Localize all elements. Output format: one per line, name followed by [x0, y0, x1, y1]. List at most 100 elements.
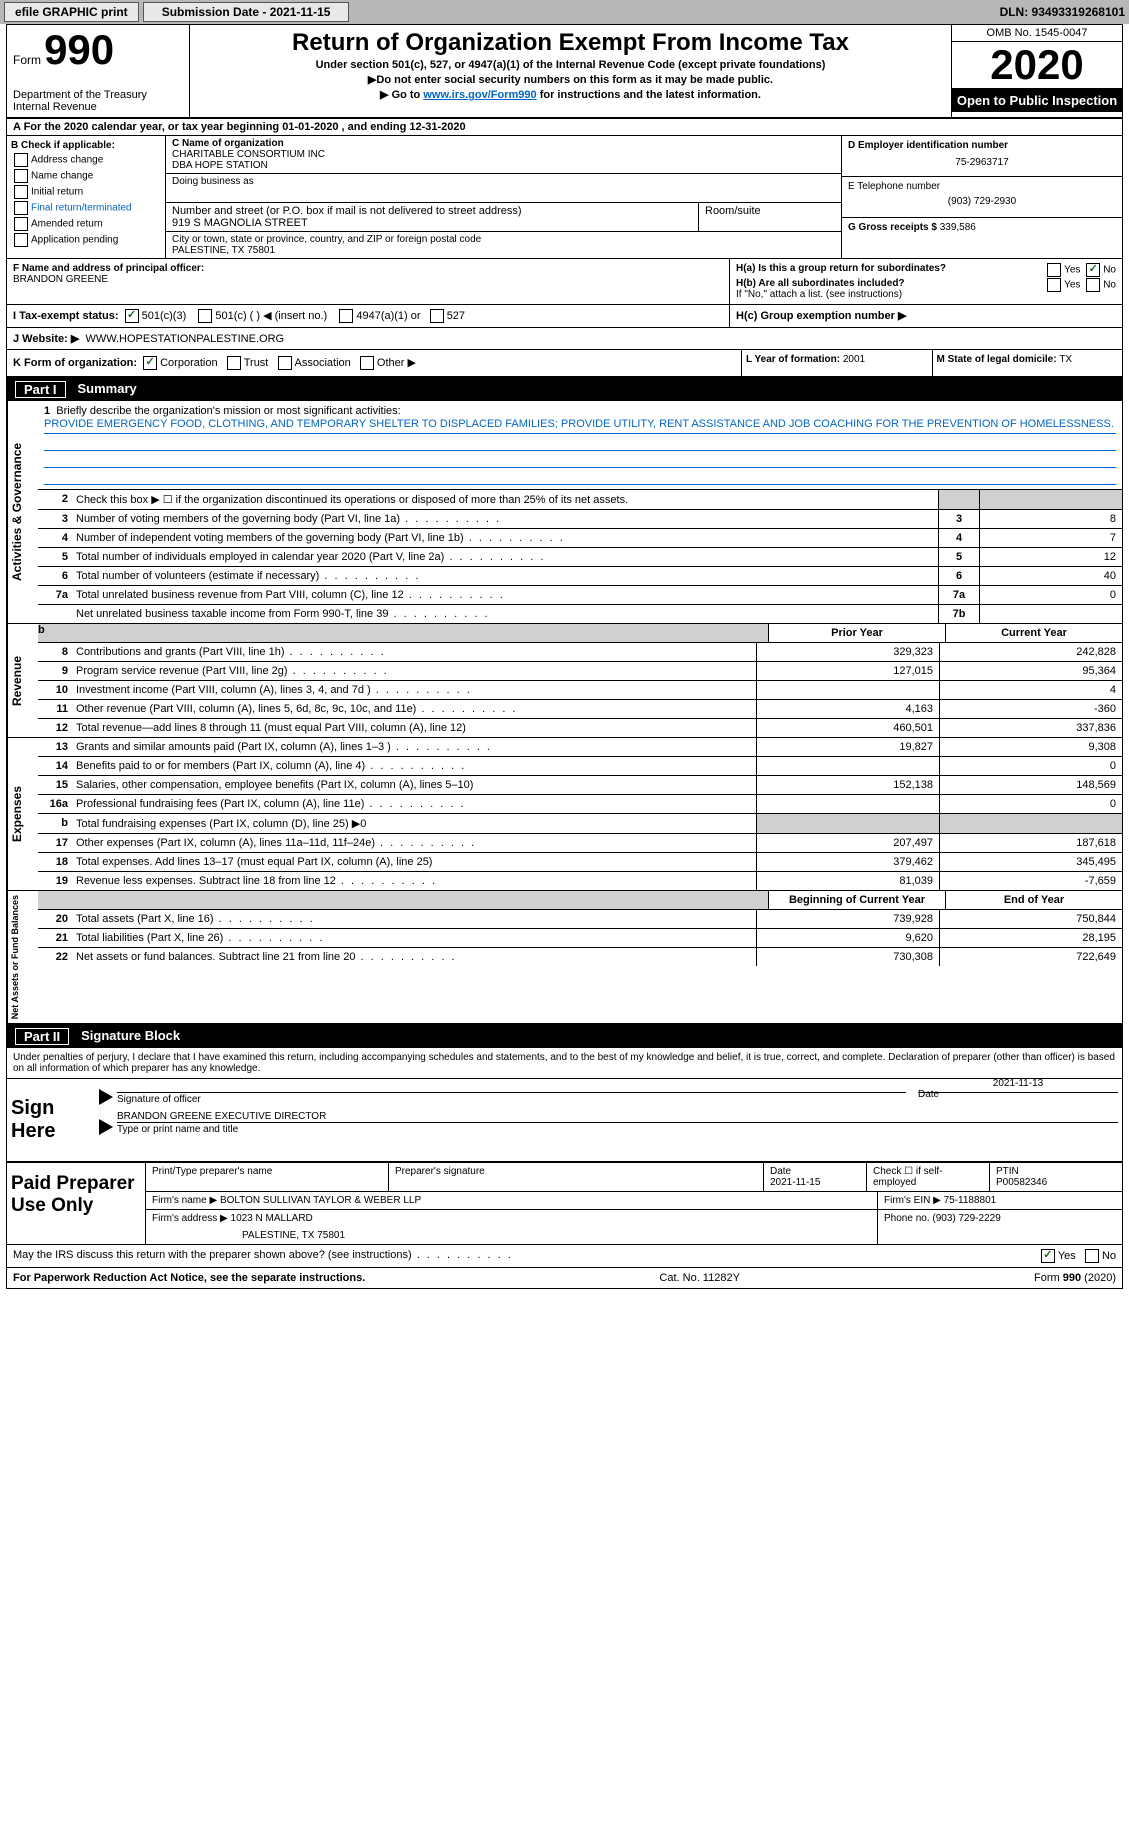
row5-num: 5: [38, 548, 72, 566]
r21-desc: Total liabilities (Part X, line 26): [72, 929, 756, 947]
r20-desc: Total assets (Part X, line 16): [72, 910, 756, 928]
row7b-key: 7b: [938, 605, 979, 623]
r18-prior: 379,462: [756, 853, 939, 871]
org-name-value: CHARITABLE CONSORTIUM INC DBA HOPE STATI…: [172, 149, 835, 171]
domicile-label: M State of legal domicile:: [937, 354, 1060, 365]
hb-no-checkbox[interactable]: [1086, 278, 1100, 292]
form-footer-label: Form 990 (2020): [1034, 1272, 1116, 1284]
row7a-key: 7a: [938, 586, 979, 604]
entity-info-grid: B Check if applicable: Address change Na…: [7, 136, 1122, 259]
501c3-label: 501(c)(3): [142, 310, 187, 322]
discuss-yes-checkbox[interactable]: [1041, 1249, 1055, 1263]
row5-key: 5: [938, 548, 979, 566]
r12-desc: Total revenue—add lines 8 through 11 (mu…: [72, 719, 756, 737]
firm-ein-cell: Firm's EIN ▶ 75-1188801: [878, 1192, 1122, 1209]
r9-desc: Program service revenue (Part VIII, line…: [72, 662, 756, 680]
no-ssn-note: Do not enter social security numbers on …: [196, 73, 945, 86]
ha-yes-checkbox[interactable]: [1047, 263, 1061, 277]
r13-current: 9,308: [939, 738, 1122, 756]
r16a-current: 0: [939, 795, 1122, 813]
initial-return-checkbox[interactable]: [14, 185, 28, 199]
hc-label: H(c) Group exemption number ▶: [736, 310, 906, 322]
r19-prior: 81,039: [756, 872, 939, 890]
r12-current: 337,836: [939, 719, 1122, 737]
form-title-cell: Return of Organization Exempt From Incom…: [190, 25, 951, 117]
discuss-no-checkbox[interactable]: [1085, 1249, 1099, 1263]
begin-year-hdr: Beginning of Current Year: [768, 891, 945, 909]
signature-date-field: 2021-11-13 Date: [918, 1092, 1118, 1105]
4947-label: 4947(a)(1) or: [356, 310, 420, 322]
r17-current: 187,618: [939, 834, 1122, 852]
r16b-prior: [756, 814, 939, 833]
row6-num: 6: [38, 567, 72, 585]
r21-begin: 9,620: [756, 929, 939, 947]
ha-yes-label: Yes: [1064, 265, 1080, 276]
ha-no-checkbox[interactable]: [1086, 263, 1100, 277]
r13-desc: Grants and similar amounts paid (Part IX…: [72, 738, 756, 756]
527-checkbox[interactable]: [430, 309, 444, 323]
r15-desc: Salaries, other compensation, employee b…: [72, 776, 756, 794]
amended-return-label: Amended return: [31, 219, 103, 230]
r19-current: -7,659: [939, 872, 1122, 890]
firm-phone-cell: Phone no. (903) 729-2229: [878, 1210, 1122, 1244]
trust-checkbox[interactable]: [227, 356, 241, 370]
colb-title: B Check if applicable:: [11, 140, 161, 151]
firm-address-cell: Firm's address ▶ 1023 N MALLARD PALESTIN…: [146, 1210, 878, 1244]
self-employed-cell: Check ☐ if self-employed: [867, 1163, 990, 1191]
mission-blank-1: [44, 434, 1116, 451]
website-value: WWW.HOPESTATIONPALESTINE.ORG: [85, 333, 284, 345]
signature-date-label: Date: [918, 1089, 939, 1100]
final-return-checkbox[interactable]: [14, 201, 28, 215]
tax-period-row: A For the 2020 calendar year, or tax yea…: [7, 119, 1122, 136]
perjury-declaration: Under penalties of perjury, I declare th…: [7, 1048, 1122, 1079]
4947-checkbox[interactable]: [339, 309, 353, 323]
q2-desc: Check this box ▶ ☐ if the organization d…: [72, 490, 938, 509]
r10-prior: [756, 681, 939, 699]
name-change-checkbox[interactable]: [14, 169, 28, 183]
gross-receipts-label: G Gross receipts $: [848, 222, 940, 233]
preparer-name-hdr: Print/Type preparer's name: [146, 1163, 389, 1191]
row6-key: 6: [938, 567, 979, 585]
officer-signature-field[interactable]: Signature of officer: [117, 1092, 906, 1105]
address-change-checkbox[interactable]: [14, 153, 28, 167]
row3-key: 3: [938, 510, 979, 528]
r9-n: 9: [38, 662, 72, 680]
application-pending-checkbox[interactable]: [14, 233, 28, 247]
org-info-col: C Name of organization CHARITABLE CONSOR…: [166, 136, 841, 258]
association-checkbox[interactable]: [278, 356, 292, 370]
form-year-cell: OMB No. 1545-0047 2020 Open to Public In…: [951, 25, 1122, 117]
501c3-checkbox[interactable]: [125, 309, 139, 323]
tax-year: 2020: [952, 42, 1122, 89]
corporation-checkbox[interactable]: [143, 356, 157, 370]
form-990-container: Form 990 Department of the Treasury Inte…: [6, 24, 1123, 1289]
r11-current: -360: [939, 700, 1122, 718]
r22-desc: Net assets or fund balances. Subtract li…: [72, 948, 756, 966]
officer-name-title: BRANDON GREENE EXECUTIVE DIRECTOR: [117, 1111, 1118, 1122]
r15-current: 148,569: [939, 776, 1122, 794]
r16b-desc: Total fundraising expenses (Part IX, col…: [72, 814, 756, 833]
efile-print-button[interactable]: efile GRAPHIC print: [4, 2, 139, 22]
prior-year-hdr: Prior Year: [768, 624, 945, 642]
r21-end: 28,195: [939, 929, 1122, 947]
ein-value: 75-2963717: [848, 157, 1116, 168]
501c-checkbox[interactable]: [198, 309, 212, 323]
address-change-label: Address change: [31, 155, 103, 166]
hb-yes-checkbox[interactable]: [1047, 278, 1061, 292]
part1-title: Summary: [78, 381, 137, 398]
irs-link[interactable]: www.irs.gov/Form990: [423, 89, 536, 101]
other-checkbox[interactable]: [360, 356, 374, 370]
dept-treasury-label: Department of the Treasury Internal Reve…: [13, 89, 183, 113]
amended-return-checkbox[interactable]: [14, 217, 28, 231]
hb-yes-label: Yes: [1064, 280, 1080, 291]
r13-prior: 19,827: [756, 738, 939, 756]
officer-group-row: F Name and address of principal officer:…: [7, 259, 1122, 305]
r11-desc: Other revenue (Part VIII, column (A), li…: [72, 700, 756, 718]
name-arrow-icon: [99, 1119, 113, 1135]
row7b-num: [38, 605, 72, 623]
goto-note: Go to www.irs.gov/Form990 for instructio…: [196, 88, 945, 101]
r16b-current: [939, 814, 1122, 833]
r16a-n: 16a: [38, 795, 72, 813]
group-return-cell: H(a) Is this a group return for subordin…: [730, 259, 1122, 304]
goto-post: for instructions and the latest informat…: [540, 89, 761, 101]
goto-pre: Go to: [392, 89, 424, 101]
